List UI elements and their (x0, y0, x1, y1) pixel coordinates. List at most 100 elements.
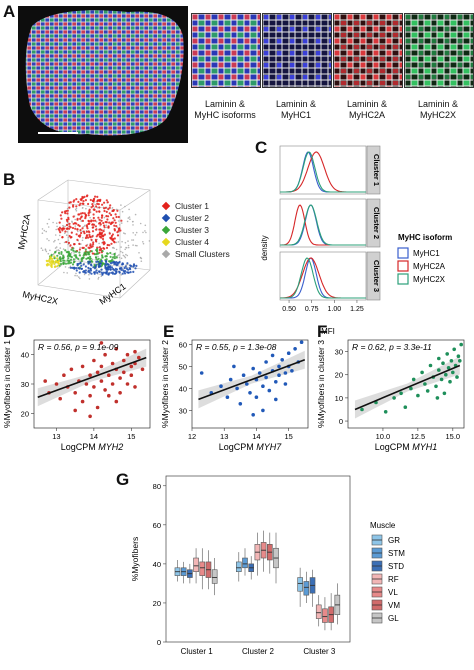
3d-point (123, 232, 125, 234)
3d-point (78, 254, 81, 257)
tile-myhc-isoforms (191, 13, 261, 88)
3d-point (115, 225, 118, 228)
3d-point (93, 208, 96, 211)
3d-point (78, 267, 81, 270)
3d-point (109, 268, 112, 271)
scatter-point (290, 369, 294, 373)
3d-point (113, 241, 116, 244)
3d-point (90, 264, 93, 267)
legend-marker (161, 237, 171, 246)
3d-point (91, 235, 94, 238)
3d-point (111, 272, 115, 275)
3d-point (71, 263, 75, 266)
3d-point (81, 202, 84, 205)
3d-point (95, 256, 98, 259)
3d-point (115, 241, 118, 244)
3d-point (40, 247, 43, 249)
scatter-point (95, 370, 100, 375)
3d-point (80, 212, 83, 215)
3d-point (92, 223, 96, 226)
scatter-point (95, 405, 100, 410)
3d-point (91, 258, 94, 261)
3d-point (117, 241, 120, 243)
scatter-point (434, 384, 438, 389)
3d-point (110, 213, 113, 217)
3d-point (79, 228, 82, 232)
3d-point (120, 268, 123, 271)
3d-point (91, 203, 94, 206)
3d-point (92, 216, 95, 220)
3d-point (47, 226, 50, 228)
xtick-label: 15 (284, 432, 292, 441)
3d-point (97, 255, 99, 258)
3d-point (74, 274, 76, 277)
3d-point (72, 249, 75, 252)
3d-point (97, 216, 100, 219)
3d-point (118, 254, 120, 256)
scatter-plot-e: 12 13 14 15 30 40 50 60 R = 0.55, p = 1.3e-08 Log… (160, 339, 309, 452)
3d-point (118, 224, 121, 226)
3d-point (94, 203, 96, 206)
3d-point (84, 214, 88, 217)
3d-point (128, 267, 131, 270)
scatter-point (416, 393, 420, 398)
scatter-point (264, 375, 268, 380)
3d-point (81, 230, 84, 233)
ytick-label: 30 (21, 380, 29, 389)
scatter-plot-d: 13 14 15 20 30 40 R = 0.56, p = 9.1e-09 LogCPM … (2, 339, 151, 452)
3d-point (96, 199, 99, 202)
scatter-point (435, 396, 440, 400)
legend-marker (161, 249, 171, 258)
x-axis-label: LogCPM MYH2 (61, 442, 124, 452)
3d-point (88, 222, 91, 225)
scatter-point (88, 393, 92, 398)
3d-point (81, 219, 84, 222)
3d-point (69, 258, 73, 261)
3d-point (45, 250, 48, 253)
3d-point (109, 265, 112, 268)
3d-point (108, 206, 111, 209)
3d-point (66, 212, 69, 215)
3d-point (101, 255, 104, 259)
3d-point (115, 215, 118, 219)
scatter-point (264, 360, 268, 364)
3d-point (95, 221, 98, 223)
3d-point (128, 208, 130, 211)
3d-point (100, 247, 103, 250)
3d-point (74, 208, 77, 211)
3d-point (116, 263, 119, 266)
scatter-point (103, 388, 107, 392)
scatter-point (411, 377, 416, 382)
3d-point (87, 202, 90, 206)
3d-point (85, 224, 88, 227)
3d-point (74, 225, 77, 227)
3d-point (67, 257, 70, 260)
scatter-point (420, 370, 424, 375)
box-gr (297, 577, 303, 592)
scatter-point (110, 382, 115, 386)
3d-point (101, 237, 105, 241)
3d-point (64, 262, 68, 265)
3d-point (96, 195, 99, 198)
3d-point (49, 249, 51, 252)
3d-point (94, 238, 97, 241)
3d-point (110, 242, 113, 245)
3d-point (53, 265, 57, 268)
3d-point (121, 240, 123, 243)
3d-point (144, 224, 147, 227)
panel-letter-c: C (255, 138, 268, 157)
scatter-point (228, 377, 233, 382)
y-axis-label: %Myofibers in cluster 2 (160, 340, 170, 428)
tissue-section-graphic (25, 10, 184, 136)
boxplot-g: 0 20 40 60 80 %Myofibers Cluster 1 Cluster 2 Clu… (130, 475, 405, 656)
scatter-point (129, 373, 134, 377)
3d-point (111, 256, 115, 259)
scatter-point (43, 379, 47, 383)
3d-point (132, 220, 134, 223)
scatter-point (261, 408, 265, 413)
regression-line (354, 364, 461, 411)
3d-point (59, 258, 62, 261)
3d-point (127, 268, 130, 271)
scatter-point (235, 386, 239, 391)
3d-point (105, 210, 108, 213)
